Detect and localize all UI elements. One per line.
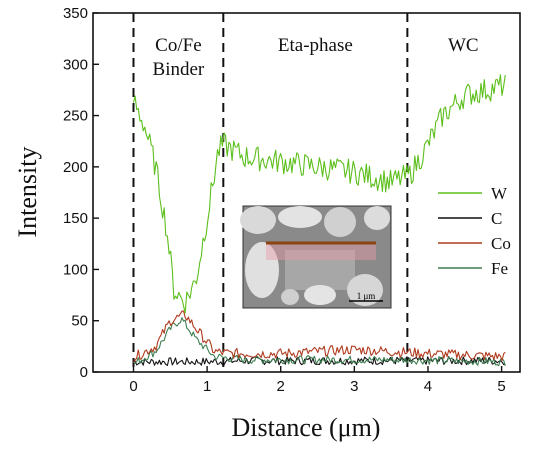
sem-inset-image: 1 μm xyxy=(240,205,392,309)
x-tick-label: 0 xyxy=(129,378,137,395)
y-tick-label: 100 xyxy=(63,261,88,278)
x-tick-label: 3 xyxy=(350,378,358,395)
y-tick-label: 50 xyxy=(71,313,88,330)
y-tick-label: 300 xyxy=(63,56,88,73)
y-tick-label: 350 xyxy=(63,5,88,22)
y-axis-title: Intensity xyxy=(13,147,42,238)
legend-label-w: W xyxy=(491,184,508,203)
series-layer xyxy=(132,74,506,367)
x-tick-label: 1 xyxy=(203,378,211,395)
legend-label-fe: Fe xyxy=(491,259,508,278)
series-line-fe xyxy=(133,317,506,367)
series-line-w xyxy=(132,74,506,314)
plot-frame xyxy=(92,12,521,373)
y-tick-label: 250 xyxy=(63,108,88,125)
legend-label-c: C xyxy=(491,209,502,228)
region-label: Binder xyxy=(153,59,205,80)
region-labels: Co/Fe Binder Eta-phase WC xyxy=(153,35,479,80)
series-line-co xyxy=(133,310,506,363)
y-tick-label: 0 xyxy=(80,364,88,381)
x-axis-title: Distance (μm) xyxy=(232,413,381,442)
x-tick-label: 5 xyxy=(497,378,505,395)
region-label: Co/Fe xyxy=(155,35,201,56)
x-tick-label: 4 xyxy=(424,378,432,395)
scale-bar-label: 1 μm xyxy=(357,291,376,301)
legend-label-co: Co xyxy=(491,234,511,253)
y-tick-label: 150 xyxy=(63,210,88,227)
y-tick-label: 200 xyxy=(63,159,88,176)
region-label: WC xyxy=(448,35,479,56)
x-tick-label: 2 xyxy=(277,378,285,395)
legend: WC Co Fe xyxy=(438,184,511,278)
region-label: Eta-phase xyxy=(278,35,353,56)
